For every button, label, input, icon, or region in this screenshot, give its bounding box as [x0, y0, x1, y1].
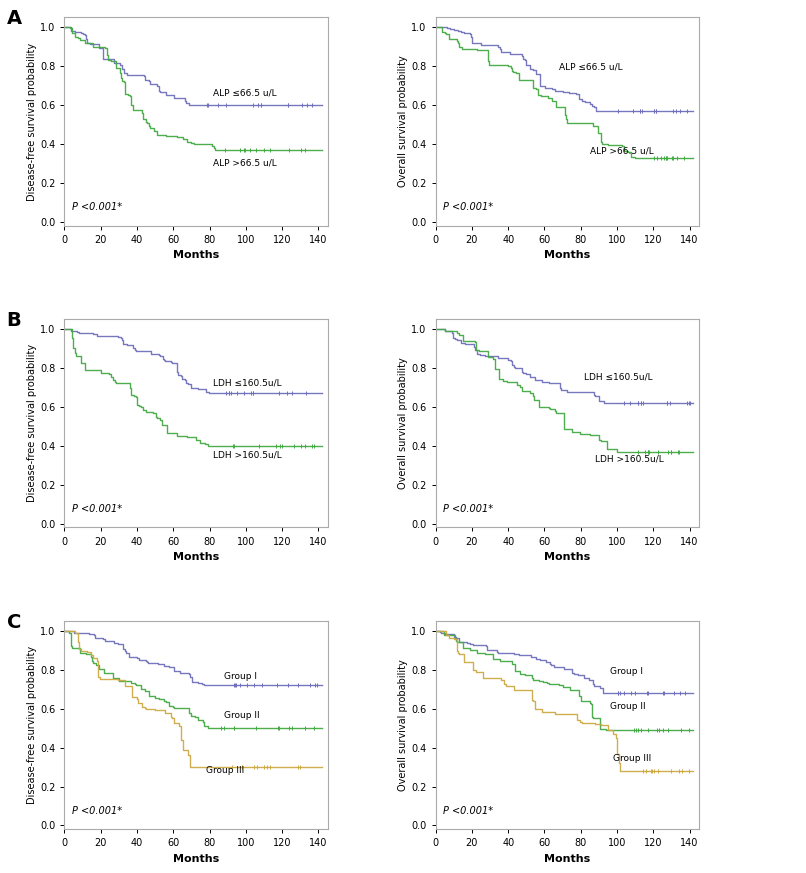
Text: LDH >160.5u/L: LDH >160.5u/L: [596, 454, 664, 464]
Text: B: B: [6, 311, 21, 330]
Text: Group II: Group II: [224, 711, 260, 720]
Y-axis label: Overall survival probability: Overall survival probability: [398, 358, 409, 489]
Legend: ALP <66.5u/L, ALP >66.5u/L, ALP <66.5u/L-censored, ALP >66.5u/L-censored: ALP <66.5u/L, ALP >66.5u/L, ALP <66.5u/L…: [336, 13, 446, 61]
Y-axis label: Disease-free survival probability: Disease-free survival probability: [27, 646, 37, 804]
Legend: LDH<180.5u/L, LDH>180.5u/L, LDH<180.5u/L-censored, LDH>180.5u/L-censored: LDH<180.5u/L, LDH>180.5u/L, LDH<180.5u/L…: [336, 315, 450, 363]
Text: C: C: [6, 613, 21, 632]
Text: LDH ≤160.5u/L: LDH ≤160.5u/L: [214, 378, 282, 388]
Text: Group II: Group II: [610, 702, 646, 711]
Y-axis label: Disease-free survival probability: Disease-free survival probability: [27, 43, 37, 201]
Text: Group III: Group III: [206, 766, 244, 775]
Text: Group I: Group I: [610, 667, 643, 676]
Text: P <0.001*: P <0.001*: [442, 504, 493, 514]
Legend: Group I, Group II, Group III, Group I-censored, Group II-censored, Group III-cen: Group I, Group II, Group III, Group I-ce…: [336, 617, 427, 687]
Text: LDH >160.5u/L: LDH >160.5u/L: [214, 450, 282, 459]
Text: P <0.001*: P <0.001*: [72, 504, 122, 514]
X-axis label: Months: Months: [172, 854, 219, 864]
Legend: ALP <66.5u/L, ALP >66.5u/L, ALP <66.5u/L-cens, ALP >66.5u/L-cens: ALP <66.5u/L, ALP >66.5u/L, ALP <66.5u/L…: [708, 13, 800, 61]
Text: LDH ≤160.5u/L: LDH ≤160.5u/L: [584, 373, 653, 382]
Legend: LDH<180.5u/L, LDH>180.5u/L, LDH<180.5u/L-cens, LDH>180.5u/L-cens: LDH<180.5u/L, LDH>180.5u/L, LDH<180.5u/L…: [708, 315, 804, 363]
X-axis label: Months: Months: [544, 251, 590, 260]
Text: P <0.001*: P <0.001*: [442, 806, 493, 815]
Text: P <0.001*: P <0.001*: [442, 202, 493, 212]
Text: A: A: [6, 9, 22, 28]
Text: ALP ≤66.5 u/L: ALP ≤66.5 u/L: [214, 88, 277, 97]
Y-axis label: Disease-free survival probability: Disease-free survival probability: [27, 344, 37, 503]
X-axis label: Months: Months: [172, 552, 219, 562]
Text: Group I: Group I: [224, 672, 257, 682]
Text: P <0.001*: P <0.001*: [72, 202, 122, 212]
Text: ALP >66.5 u/L: ALP >66.5 u/L: [214, 158, 277, 168]
Y-axis label: Overall survival probability: Overall survival probability: [398, 56, 409, 188]
Legend: Group I, Group II, Group III, Group I-censored, Group II-censored, Group III-cen: Group I, Group II, Group III, Group I-ce…: [708, 617, 798, 687]
Text: Group III: Group III: [613, 754, 652, 763]
X-axis label: Months: Months: [544, 552, 590, 562]
Text: ALP ≤66.5 u/L: ALP ≤66.5 u/L: [559, 63, 622, 72]
X-axis label: Months: Months: [172, 251, 219, 260]
Text: ALP >66.5 u/L: ALP >66.5 u/L: [590, 147, 654, 155]
Text: P <0.001*: P <0.001*: [72, 806, 122, 815]
Y-axis label: Overall survival probability: Overall survival probability: [398, 659, 409, 791]
X-axis label: Months: Months: [544, 854, 590, 864]
